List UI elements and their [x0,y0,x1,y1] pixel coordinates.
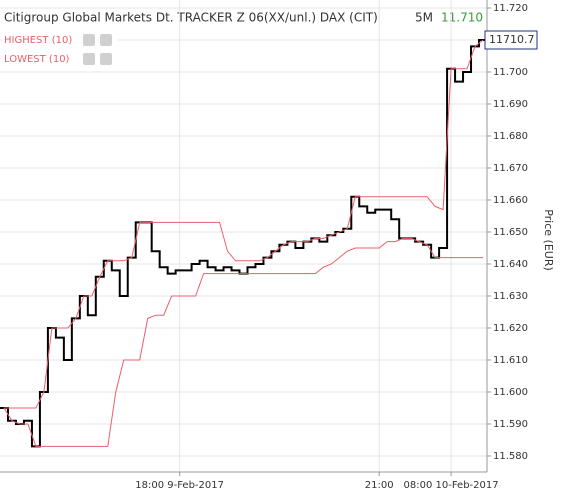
y-tick-label: 11.700 [493,67,528,78]
y-tick-label: 11.610 [493,355,528,366]
y-axis-label: Price (EUR) [542,209,555,271]
legend-label: HIGHEST (10) [4,35,72,46]
indicator-line [3,237,484,447]
indicator-line [3,39,484,409]
last-price-label: 11710.7 [489,33,535,46]
y-tick-label: 11.580 [493,451,528,462]
last-price-box [484,30,538,50]
y-tick-label: 11.630 [493,291,528,302]
legend-label: LOWEST (10) [4,54,70,65]
y-tick-label: 11.600 [493,387,528,398]
y-tick-label: 11.670 [493,163,528,174]
last-value: 11.710 [441,11,483,25]
y-tick-label: 11.720 [493,3,528,14]
legend-icon [83,53,95,65]
x-tick-label: 18:00 9-Feb-2017 [135,480,224,491]
interval: 5M [415,11,433,25]
x-tick-label: 08:00 10-Feb-2017 [404,480,499,491]
y-tick-label: 11.680 [493,131,528,142]
y-tick-label: 11.650 [493,227,528,238]
x-tick-label: 21:00 [365,480,394,491]
legend-icon [100,53,112,65]
legend-icon [100,34,112,46]
y-tick-label: 11.690 [493,99,528,110]
legend-icon [83,34,95,46]
plot: 11.580 11.590 11.600 11.610 11.620 11.630 11.6… [0,0,538,491]
chart-title: Citigroup Global Markets Dt. TRACKER Z 0… [4,11,378,25]
y-tick-label: 11.620 [493,323,528,334]
y-tick-label: 11.660 [493,195,528,206]
y-tick-label: 11.590 [493,419,528,430]
y-tick-label: 11.640 [493,259,528,270]
price-line [0,39,487,448]
